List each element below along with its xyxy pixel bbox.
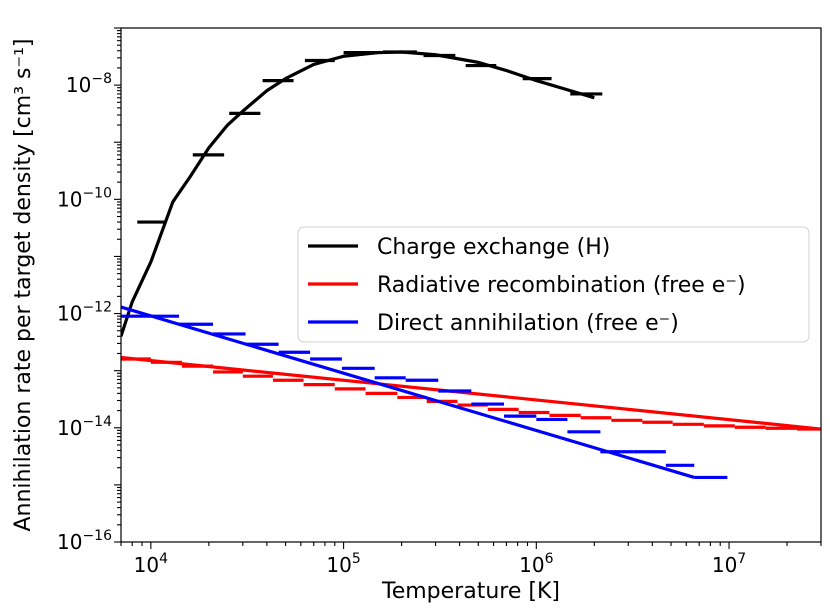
legend-items: Charge exchange (H) Radiative recombinati… <box>308 235 746 336</box>
y-tick-label: 10−14 <box>57 414 112 440</box>
series-line <box>121 355 821 431</box>
legend-item: Radiative recombination (free e⁻) <box>308 273 746 298</box>
legend-item: Direct annihilation (free e⁻) <box>308 311 679 336</box>
legend-label: Radiative recombination (free e⁻) <box>377 273 746 298</box>
y-tick-label: 10−10 <box>57 185 112 211</box>
legend-label: Direct annihilation (free e⁻) <box>377 311 679 336</box>
legend: Charge exchange (H) Radiative recombinati… <box>297 226 810 343</box>
legend-frame <box>297 226 810 343</box>
x-tick-label: 105 <box>326 551 360 577</box>
legend-label: Charge exchange (H) <box>377 235 610 260</box>
y-tick-label: 10−8 <box>66 71 112 97</box>
plot-frame <box>120 27 822 543</box>
y-tick-label: 10−12 <box>57 300 112 326</box>
x-tick-label: 106 <box>519 551 553 577</box>
x-tick-label: 104 <box>134 551 168 577</box>
x-axis-ticks: 104 105 106 107 <box>134 551 747 577</box>
y-axis-label: Annihilation rate per target density [cm… <box>11 39 36 532</box>
series-line <box>121 50 595 337</box>
series-layer <box>121 50 821 480</box>
x-axis-label: Temperature [K] <box>381 579 560 604</box>
legend-item: Charge exchange (H) <box>308 235 610 260</box>
series-charge-exchange-h <box>121 50 603 337</box>
x-tick-label: 107 <box>712 551 746 577</box>
series-direct-annihilation-free-e <box>121 305 728 480</box>
axes <box>114 27 822 549</box>
series-radiative-recombination-free-e <box>121 355 821 431</box>
y-tick-label: 10−16 <box>57 528 112 554</box>
y-axis-ticks: 10−16 10−14 10−12 10−10 10−8 <box>57 71 112 554</box>
